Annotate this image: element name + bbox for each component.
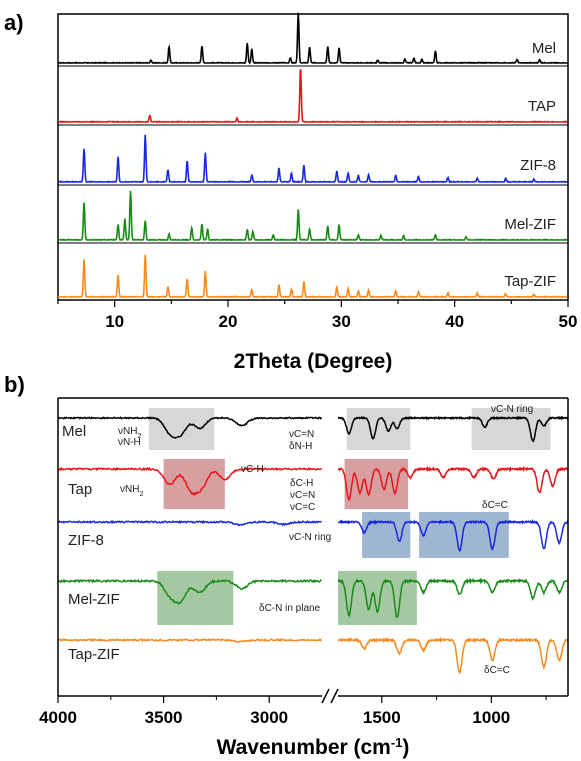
- ir-highlight-0: [148, 408, 215, 450]
- ir-label-melzif: Mel-ZIF: [68, 591, 120, 608]
- series-label-tapzif: Tap-ZIF: [504, 273, 556, 290]
- panel-b-xlabel: Wavenumber (cm-1): [217, 735, 410, 760]
- ir-spectrum-zif-8-left: [57, 519, 322, 527]
- annot-mel-cn: νC=N: [289, 429, 314, 440]
- ir-highlight-2: [471, 408, 551, 450]
- xrd-pattern-zif-8: [57, 134, 568, 184]
- ir-spectrum-mel-right: [337, 415, 569, 443]
- annot-zif-ring: νC-N ring: [289, 532, 331, 543]
- ir-tick-label-1000: 1000: [472, 708, 510, 727]
- xrd-pattern-tap: [57, 69, 568, 124]
- ir-spectrum-mel-zif-left: [57, 578, 322, 605]
- annot-mel-nh2: νNH2: [118, 426, 141, 440]
- ir-spectrum-tap-zif-left: [57, 637, 323, 644]
- ir-spectrum-tap-zif-right: [337, 636, 569, 675]
- xrd-tick-label-10: 10: [105, 312, 124, 331]
- annot-tapzif-dcc: δC=C: [484, 665, 510, 676]
- ir-spectrum-mel-left: [57, 416, 323, 439]
- ir-label-tapzif: Tap-ZIF: [68, 646, 120, 663]
- axis-break-mark-2: [330, 688, 339, 704]
- series-label-melzif: Mel-ZIF: [504, 216, 556, 233]
- xrd-pattern-mel-zif: [57, 190, 569, 242]
- ir-label-tap: Tap: [68, 481, 92, 498]
- series-label-zif8: ZIF-8: [520, 157, 556, 174]
- xrd-tick-label-50: 50: [559, 312, 578, 331]
- ir-tick-label-1500: 1500: [363, 708, 401, 727]
- ir-highlight-3: [163, 459, 225, 509]
- ir-highlight-6: [419, 512, 509, 558]
- annot-tap-ch: νC-H: [241, 464, 264, 475]
- ir-label-mel: Mel: [62, 423, 86, 440]
- xrd-pattern-tap-zif: [57, 254, 568, 299]
- ir-label-zif8: ZIF-8: [68, 532, 104, 549]
- panel-a-label: a): [4, 10, 24, 35]
- ir-spectrum-tap-right: [337, 465, 569, 501]
- ir-spectrum-zif-8-right: [337, 518, 569, 553]
- annot-melzif-plane: δC-N in plane: [259, 603, 321, 614]
- panel-b-label: b): [4, 372, 25, 397]
- ir-tick-label-3000: 3000: [250, 708, 288, 727]
- ir-tick-label-4000: 4000: [39, 708, 77, 727]
- annot-tap-cn: νC=N: [290, 490, 315, 501]
- annot-tap-cc: νC=C: [290, 502, 315, 513]
- ir-spectrum-tap-left: [57, 466, 323, 496]
- xrd-tick-label-40: 40: [445, 312, 464, 331]
- ir-tick-label-3500: 3500: [145, 708, 183, 727]
- ir-highlight-4: [344, 459, 409, 509]
- axis-break-mark-1: [321, 688, 330, 704]
- annot-mel-nh: νN-H: [118, 437, 141, 448]
- series-label-tap: TAP: [528, 98, 556, 115]
- panel-a-xlabel: 2Theta (Degree): [234, 350, 393, 373]
- xrd-tick-label-20: 20: [219, 312, 238, 331]
- annot-mel-dnh: δN-H: [289, 441, 312, 452]
- annot-tap-nh2: νNH2: [120, 484, 143, 498]
- xrd-tick-label-30: 30: [332, 312, 351, 331]
- annot-tap-dch: δC-H: [290, 478, 313, 489]
- annot-tap-dcc: δC=C: [482, 500, 508, 511]
- xrd-pattern-mel: [57, 12, 568, 65]
- panel-a-frame: [57, 13, 569, 301]
- ir-highlight-5: [362, 512, 411, 558]
- series-label-mel: Mel: [532, 40, 556, 57]
- ir-highlight-1: [346, 408, 411, 450]
- annot-mel-ring: νC-N ring: [491, 404, 533, 415]
- ir-highlight-7: [157, 571, 234, 625]
- ir-spectrum-mel-zif-right: [337, 577, 569, 619]
